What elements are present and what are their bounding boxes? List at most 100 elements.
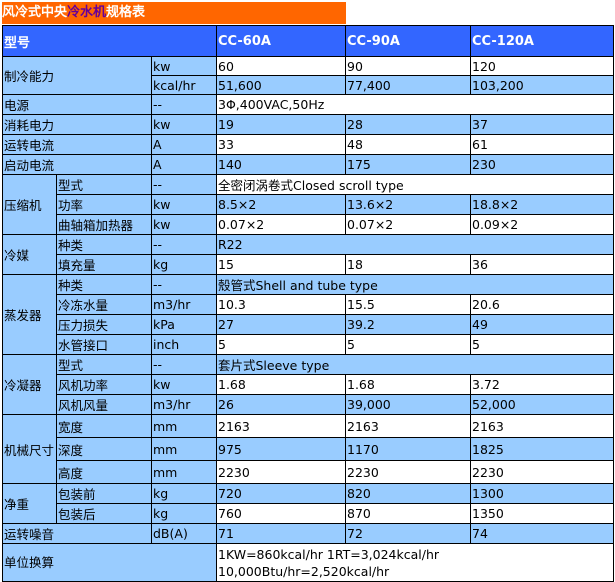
value-cell: 52,000 xyxy=(470,394,614,415)
sub-label: 曲轴箱加热器 xyxy=(56,214,152,235)
value-cell: 39.2 xyxy=(345,314,471,335)
value-cell: 2230 xyxy=(345,460,471,484)
sub-label: 种类 xyxy=(56,274,152,295)
sub-label: 风机风量 xyxy=(56,394,152,415)
value-cell: 60 xyxy=(216,56,346,76)
header-row: 型号 CC-60A CC-90A CC-120A xyxy=(2,25,614,57)
value-cell: 18.8×2 xyxy=(470,194,614,215)
table-row: 启动电流 A 140 175 230 xyxy=(2,154,614,175)
model-header: CC-120A xyxy=(470,25,614,57)
value-cell: 套片式Sleeve type xyxy=(216,354,614,375)
unit-cell: m3/hr xyxy=(151,394,217,415)
value-cell: 49 xyxy=(470,314,614,335)
sub-label: 宽度 xyxy=(56,414,152,438)
value-cell: 1350 xyxy=(470,503,614,524)
table-row: 曲轴箱加热器 kw 0.07×2 0.07×2 0.09×2 xyxy=(3,214,614,235)
value-cell: 2163 xyxy=(216,414,346,438)
value-cell: 36 xyxy=(470,254,614,275)
unit-cell: mm xyxy=(151,414,217,438)
value-cell: 2230 xyxy=(470,460,614,484)
value-cell: 2163 xyxy=(345,414,471,438)
value-cell: 61 xyxy=(470,134,614,155)
value-cell: 28 xyxy=(345,114,471,135)
unit-cell: kg xyxy=(151,503,217,524)
group-label: 启动电流 xyxy=(2,154,152,175)
title-highlight: 冷水机 xyxy=(67,5,107,20)
value-cell: 全密闭涡卷式Closed scroll type xyxy=(216,174,614,195)
conversion-label: 单位换算 xyxy=(2,543,217,582)
unit-cell: kw xyxy=(151,56,217,76)
value-cell: 820 xyxy=(345,483,471,504)
value-cell: 15 xyxy=(216,254,346,275)
sub-label: 风机功率 xyxy=(56,374,152,395)
table-row: 电源 -- 3Φ,400VAC,50Hz xyxy=(2,94,614,115)
value-cell: 720 xyxy=(216,483,346,504)
value-cell: 27 xyxy=(216,314,346,335)
unit-cell: mm xyxy=(151,460,217,484)
sub-label: 填充量 xyxy=(56,254,152,275)
sub-label: 包装前 xyxy=(56,483,152,504)
unit-cell: kw xyxy=(151,194,217,215)
value-cell: 120 xyxy=(470,56,614,76)
value-cell: 51,600 xyxy=(216,75,346,95)
title-prefix: 风冷式中央 xyxy=(2,5,68,20)
spec-table: 型号 CC-60A CC-90A CC-120A 制冷能力 kw 60 90 120 kc… xyxy=(2,25,614,582)
unit-cell: mm xyxy=(151,437,217,461)
value-cell: R22 xyxy=(216,234,614,255)
unit-cell: kg xyxy=(151,483,217,504)
sub-label: 型式 xyxy=(56,354,152,375)
table-row: 净重 包装前 kg 720 820 1300 xyxy=(2,483,614,524)
value-cell: 74 xyxy=(470,523,614,544)
unit-cell: A xyxy=(151,134,217,155)
unit-cell: inch xyxy=(151,334,217,355)
group-label: 消耗电力 xyxy=(2,114,152,135)
value-cell: 760 xyxy=(216,503,346,524)
unit-cell: kcal/hr xyxy=(151,75,217,95)
value-cell: 1.68 xyxy=(345,374,471,395)
table-row: 填充量 kg 15 18 36 xyxy=(3,254,614,275)
value-cell: 37 xyxy=(470,114,614,135)
value-cell: 90 xyxy=(345,56,471,76)
table-row: 压缩机 型式 -- 全密闭涡卷式Closed scroll type xyxy=(2,174,614,235)
page-title: 风冷式中央冷水机规格表 xyxy=(2,2,346,24)
group-label: 净重 xyxy=(2,483,57,524)
conversion-line: 10,000Btu/hr=2,520kcal/hr xyxy=(218,563,390,579)
value-cell: 1.68 xyxy=(216,374,346,395)
sub-label: 种类 xyxy=(56,234,152,255)
value-cell: 19 xyxy=(216,114,346,135)
value-cell: 26 xyxy=(216,394,346,415)
unit-cell: -- xyxy=(151,354,217,375)
conversion-line: 1KW=860kcal/hr 1RT=3,024kcal/hr xyxy=(218,546,440,562)
value-cell: 72 xyxy=(345,523,471,544)
table-row: 功率 kw 8.5×2 13.6×2 18.8×2 xyxy=(3,194,614,215)
unit-cell: dB(A) xyxy=(151,523,217,544)
group-label: 蒸发器 xyxy=(2,274,57,355)
table-row: 冷媒 种类 -- R22 xyxy=(2,234,614,275)
unit-cell: -- xyxy=(151,274,217,295)
model-header: CC-90A xyxy=(345,25,471,57)
unit-cell: kw xyxy=(151,114,217,135)
title-suffix: 规格表 xyxy=(106,5,146,20)
value-cell: 0.09×2 xyxy=(470,214,614,235)
value-cell: 39,000 xyxy=(345,394,471,415)
model-header: CC-60A xyxy=(216,25,346,57)
value-cell: 1300 xyxy=(470,483,614,504)
sub-label: 冷冻水量 xyxy=(56,294,152,315)
group-label: 机械尺寸 xyxy=(2,414,57,484)
value-cell: 33 xyxy=(216,134,346,155)
conversion-value: 1KW=860kcal/hr 1RT=3,024kcal/hr 10,000Btu… xyxy=(216,543,614,582)
value-cell: 1170 xyxy=(345,437,471,461)
group-label: 冷媒 xyxy=(2,234,57,275)
value-cell: 48 xyxy=(345,134,471,155)
sub-label: 高度 xyxy=(56,460,152,484)
unit-cell: kPa xyxy=(151,314,217,335)
value-cell: 175 xyxy=(345,154,471,175)
sub-label: 包装后 xyxy=(56,503,152,524)
table-row: 运转电流 A 33 48 61 xyxy=(2,134,614,155)
value-cell: 3Φ,400VAC,50Hz xyxy=(216,94,614,115)
table-row: 高度 mm 2230 2230 2230 xyxy=(3,460,614,484)
value-cell: 3.72 xyxy=(470,374,614,395)
sub-label: 压力损失 xyxy=(56,314,152,335)
sub-label: 型式 xyxy=(56,174,152,195)
table-row: 消耗电力 kw 19 28 37 xyxy=(2,114,614,135)
